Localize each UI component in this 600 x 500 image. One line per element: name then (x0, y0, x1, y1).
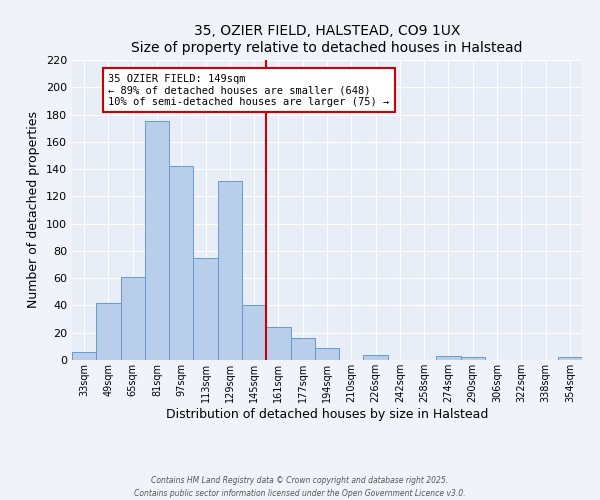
Bar (266, 328, 290, 360)
Bar (169, 166, 193, 360)
Bar (461, 358, 485, 360)
Title: 35, OZIER FIELD, HALSTEAD, CO9 1UX
Size of property relative to detached houses : 35, OZIER FIELD, HALSTEAD, CO9 1UX Size … (131, 24, 523, 54)
Bar (242, 306, 266, 360)
Bar (96, 302, 121, 360)
Bar (121, 277, 145, 360)
Y-axis label: Number of detached properties: Number of detached properties (28, 112, 40, 308)
Text: 35 OZIER FIELD: 149sqm
← 89% of detached houses are smaller (648)
10% of semi-de: 35 OZIER FIELD: 149sqm ← 89% of detached… (109, 74, 389, 107)
Bar (218, 182, 242, 360)
Bar (145, 122, 169, 360)
Bar (558, 358, 582, 360)
X-axis label: Distribution of detached houses by size in Halstead: Distribution of detached houses by size … (166, 408, 488, 420)
Text: Contains HM Land Registry data © Crown copyright and database right 2025.
Contai: Contains HM Land Registry data © Crown c… (134, 476, 466, 498)
Bar (72, 352, 96, 360)
Bar (290, 338, 315, 360)
Bar (436, 356, 461, 360)
Bar (315, 348, 339, 360)
Bar (364, 354, 388, 360)
Bar (193, 258, 218, 360)
